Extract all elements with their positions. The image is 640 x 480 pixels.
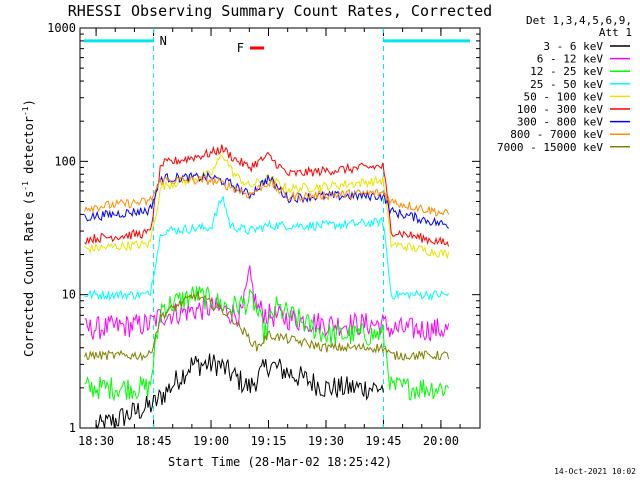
series-line-1 bbox=[84, 265, 450, 342]
legend-entry-label: 3 - 6 keV bbox=[543, 40, 603, 53]
legend-header-line1: Det 1,3,4,5,6,9, bbox=[526, 14, 632, 27]
night-label: N bbox=[160, 34, 167, 48]
series-line-4 bbox=[84, 153, 450, 259]
series-line-7 bbox=[84, 175, 450, 217]
legend-entry-label: 25 - 50 keV bbox=[530, 78, 603, 91]
series-lines bbox=[84, 144, 450, 430]
x-tick-label: 20:00 bbox=[423, 434, 459, 448]
series-line-0 bbox=[95, 353, 384, 430]
series-line-2 bbox=[84, 285, 450, 402]
legend-entry-label: 12 - 25 keV bbox=[530, 65, 603, 78]
x-tick-label: 19:00 bbox=[193, 434, 229, 448]
y-tick-label: 100 bbox=[54, 154, 76, 168]
legend-entry-label: 50 - 100 keV bbox=[524, 90, 604, 103]
y-axis-label: Corrected Count Rate (s-1 detector-1) bbox=[21, 99, 36, 357]
x-tick-label: 19:45 bbox=[365, 434, 401, 448]
legend-entry-label: 300 - 800 keV bbox=[517, 116, 603, 129]
chart-title: RHESSI Observing Summary Count Rates, Co… bbox=[68, 2, 492, 20]
series-line-6 bbox=[84, 170, 449, 229]
legend-entry-label: 800 - 7000 keV bbox=[510, 128, 603, 141]
series-line-5 bbox=[84, 144, 450, 247]
flare-label: F bbox=[237, 41, 244, 55]
x-tick-label: 19:30 bbox=[308, 434, 344, 448]
y-axis-ticks: 1 10 100 1000 bbox=[47, 21, 480, 435]
plot-frame bbox=[79, 27, 481, 429]
x-axis-label: Start Time (28-Mar-02 18:25:42) bbox=[168, 455, 392, 469]
flare-marker: F bbox=[237, 41, 264, 55]
x-tick-label: 18:45 bbox=[136, 434, 172, 448]
series-line-3 bbox=[84, 196, 450, 302]
legend-header-line2: Att 1 bbox=[599, 26, 632, 39]
legend-entry-label: 6 - 12 keV bbox=[537, 53, 604, 66]
x-tick-label: 18:30 bbox=[78, 434, 114, 448]
y-tick-label: 1 bbox=[69, 421, 76, 435]
x-tick-label: 19:15 bbox=[250, 434, 286, 448]
series-line-8 bbox=[84, 290, 450, 362]
y-tick-label: 10 bbox=[62, 288, 76, 302]
timestamp: 14-Oct-2021 10:02 bbox=[554, 467, 636, 476]
legend-entry-label: 100 - 300 keV bbox=[517, 103, 603, 116]
legend-entry-label: 7000 - 15000 keV bbox=[497, 141, 603, 154]
x-axis-ticks: 18:30 18:45 19:00 19:15 19:30 19:45 20:00 bbox=[78, 28, 461, 448]
y-tick-label: 1000 bbox=[47, 21, 76, 35]
